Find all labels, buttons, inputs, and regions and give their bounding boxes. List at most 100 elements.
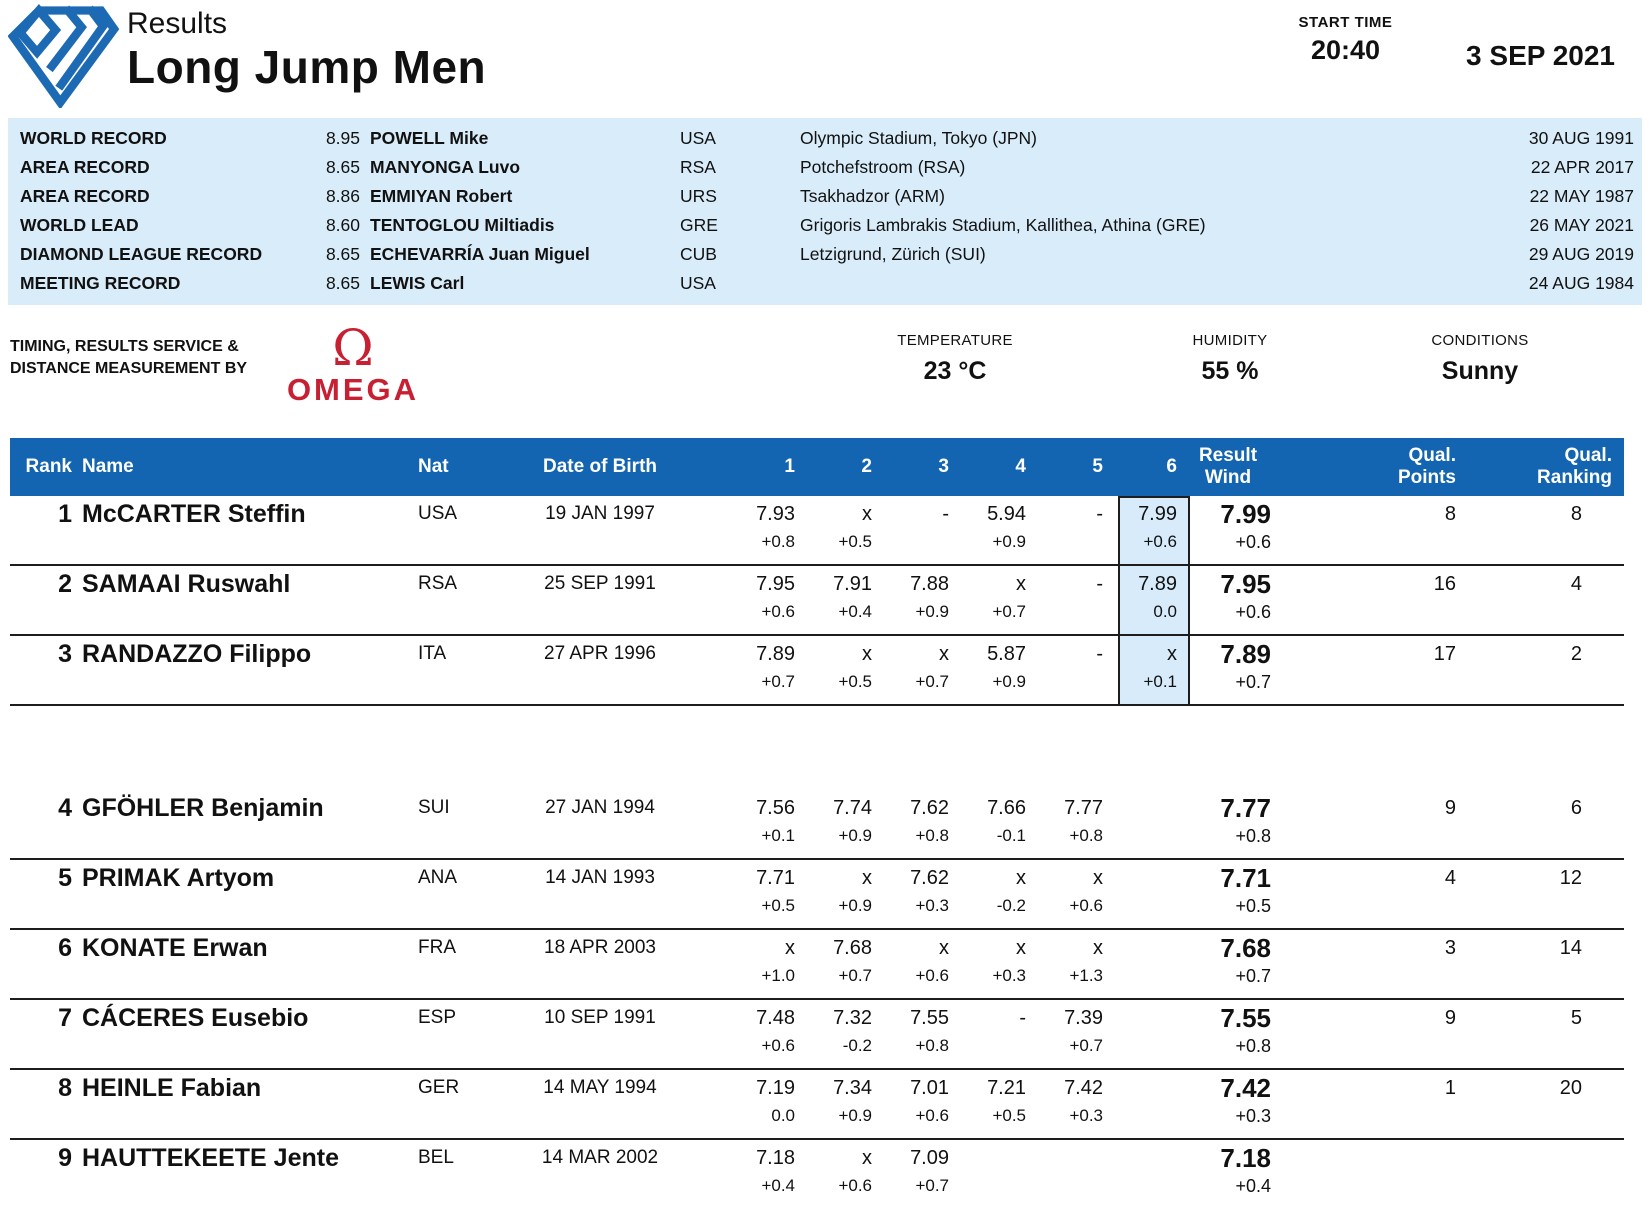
attempt-3-wind: +0.9 [915,602,949,621]
result-mark-cell: 7.77 [1220,792,1271,823]
attempt-5-mark: x [1093,936,1103,959]
conditions-value: Sunny [1441,357,1519,385]
date-of-birth-cell: 25 SEP 1991 [544,573,656,594]
date-of-birth-cell: 14 JAN 1993 [545,867,655,888]
result-wind-cell: +0.3 [1235,1106,1271,1126]
record-athlete: EMMIYAN Robert [370,186,513,206]
omega-logo: Ω OMEGA [287,322,419,406]
attempt-5-wind: +0.3 [1069,1106,1103,1125]
attempt-3-mark: x [939,642,949,665]
qual-ranking-cell: 4 [1570,572,1582,595]
col-header-name: Name [82,456,134,477]
qual-ranking-cell: 5 [1570,1006,1582,1029]
attempt-2-mark: 7.74 [833,796,872,819]
qual-ranking-cell: 14 [1559,936,1582,959]
athlete-name-cell: McCARTER Steffin [82,499,306,528]
attempt-4-wind: +0.9 [992,672,1026,691]
attempt-2-wind: +0.5 [838,672,872,691]
result-mark-cell: 7.71 [1220,862,1271,893]
attempt-6-wind [1103,1176,1185,1206]
attempt-2-mark: 7.68 [833,936,872,959]
attempt-5-wind [1026,672,1103,704]
attempt-1-mark: 7.19 [756,1076,795,1099]
record-mark: 8.65 [325,273,360,293]
attempt-1-wind: +1.0 [761,966,795,985]
record-athlete: LEWIS Carl [370,273,465,293]
record-nation: CUB [680,244,717,264]
attempt-1-wind: +0.4 [761,1176,795,1195]
attempt-5-mark: 7.77 [1064,796,1103,819]
timing-credit: TIMING, RESULTS SERVICE & DISTANCE MEASU… [10,336,247,380]
start-time-block: START TIME 20:40 [1268,14,1423,66]
attempt-2-wind: +0.9 [838,1106,872,1125]
attempt-5-wind [1026,1176,1103,1206]
nation-cell: ITA [418,643,447,664]
record-nation: RSA [680,157,716,177]
record-athlete: MANYONGA Luvo [370,157,521,177]
attempt-2-wind: +0.4 [838,602,872,621]
record-date: 22 MAY 1987 [1529,186,1634,206]
event-title: Long Jump Men [127,41,487,93]
date-of-birth-cell: 18 APR 2003 [544,937,656,958]
record-date: 26 MAY 2021 [1529,215,1634,235]
attempt-3-wind [872,532,949,564]
result-mark-cell: 7.42 [1220,1072,1271,1103]
col-header-round-5: 5 [1092,456,1103,477]
attempt-6-wind: +0.1 [1143,672,1177,691]
record-venue: Letzigrund, Zürich (SUI) [800,244,986,264]
record-date: 24 AUG 1984 [1528,273,1634,293]
attempt-6-mark [1103,790,1185,826]
attempt-5-wind: +0.7 [1069,1036,1103,1055]
qual-ranking-cell [1456,1140,1612,1176]
record-label: WORLD LEAD [20,215,139,235]
attempt-2-mark: 7.91 [833,572,872,595]
athlete-name-cell: PRIMAK Artyom [82,863,275,892]
record-row: WORLD LEAD 8.60 TENTOGLOU Miltiadis GRE … [8,211,1642,240]
athlete-name-cell: HEINLE Fabian [82,1073,262,1102]
temperature-value: 23 °C [923,357,987,385]
humidity-value: 55 % [1201,357,1259,385]
results-table: Rank Name Nat Date of Birth 1 2 3 4 5 6 … [10,438,1624,1206]
record-nation: GRE [680,215,718,235]
col-header-dob: Date of Birth [543,456,657,477]
nation-cell: ANA [418,867,458,888]
result-wind-cell: +0.4 [1235,1176,1271,1196]
attempt-1-wind: +0.5 [761,896,795,915]
attempt-2-wind: +0.9 [838,826,872,845]
result-mark-cell: 7.68 [1220,932,1271,963]
record-row: WORLD RECORD 8.95 POWELL Mike USA Olympi… [8,124,1642,153]
attempt-5-mark: 7.39 [1064,1006,1103,1029]
date-of-birth-cell: 27 APR 1996 [544,643,656,664]
attempt-3-mark: 7.55 [910,1006,949,1029]
attempt-1-wind: +0.6 [761,602,795,621]
rank-cell: 6 [58,933,72,962]
result-mark-cell: 7.95 [1220,568,1271,599]
attempt-2-wind: +0.7 [838,966,872,985]
temperature-label: TEMPERATURE [897,332,1013,349]
col-header-round-2: 2 [861,456,872,477]
omega-wordmark: OMEGA [286,372,420,407]
result-mark-cell: 7.55 [1220,1002,1271,1033]
athlete-name-cell: HAUTTEKEETE Jente [82,1143,339,1172]
result-wind-cell: +0.5 [1235,896,1271,916]
record-venue: Potchefstroom (RSA) [800,157,966,177]
attempt-1-mark: 7.95 [756,572,795,595]
record-row: DIAMOND LEAGUE RECORD 8.65 ECHEVARRÍA Ju… [8,240,1642,269]
attempt-3-wind: +0.7 [915,672,949,691]
col-header-round-1: 1 [784,456,795,477]
record-mark: 8.60 [325,215,360,235]
rank-cell: 7 [58,1003,72,1032]
remaining-rows: 4 GFÖHLER Benjamin SUI 27 JAN 1994 7.56 … [10,790,1624,1206]
attempt-5-wind: +1.3 [1069,966,1103,985]
attempt-2-mark: x [862,1146,872,1169]
result-mark-cell: 7.99 [1220,498,1271,529]
record-label: WORLD RECORD [20,128,167,148]
attempt-4-wind [949,1176,1026,1206]
col-header-rank: Rank [25,456,72,477]
result-row: 2 SAMAAI Ruswahl RSA 25 SEP 1991 7.95 7.… [10,566,1624,636]
qual-points-cell: 3 [1444,936,1456,959]
record-label: MEETING RECORD [20,273,181,293]
attempt-4-mark: 5.94 [987,502,1026,525]
final-round-highlight-box [1118,496,1190,706]
qual-ranking-cell: 8 [1570,502,1582,525]
